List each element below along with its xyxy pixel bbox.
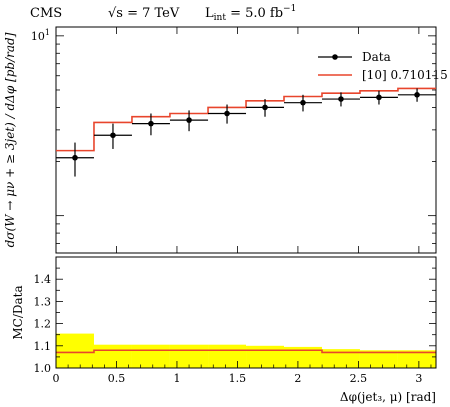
uncertainty-band-bin bbox=[93, 344, 132, 368]
uncertainty-band-bin bbox=[397, 350, 436, 368]
legend-data-label: Data bbox=[362, 50, 391, 64]
ratio-y-tick-label: 1.2 bbox=[34, 318, 52, 331]
data-marker bbox=[300, 99, 306, 106]
x-tick-label: 1 bbox=[173, 372, 180, 385]
x-tick-label: 2 bbox=[294, 372, 301, 385]
main-panel: 101 dσ(W → μν + ≥ 3jet) / dΔφ [pb/rad] bbox=[3, 26, 437, 254]
ratio-y-tick-label: 1.0 bbox=[34, 362, 52, 375]
ratio-y-axis-label: MC/Data bbox=[11, 285, 25, 339]
header-labels: CMS √s = 7 TeV Lint = 5.0 fb−1 bbox=[30, 4, 296, 23]
legend-mc-label: [10] 0.710115 bbox=[362, 68, 448, 82]
data-point bbox=[321, 92, 360, 107]
data-point bbox=[56, 142, 94, 177]
legend-data-marker bbox=[332, 54, 338, 60]
data-point bbox=[169, 110, 209, 132]
data-marker bbox=[338, 96, 344, 102]
data-point bbox=[131, 113, 170, 136]
data-marker bbox=[186, 117, 192, 123]
ratio-step-line bbox=[56, 349, 436, 354]
uncertainty-band-bin bbox=[284, 346, 322, 368]
data-point bbox=[397, 88, 436, 102]
data-marker bbox=[110, 132, 116, 139]
legend: Data [10] 0.710115 bbox=[318, 50, 448, 82]
data-point bbox=[284, 94, 322, 112]
main-frame bbox=[55, 26, 437, 254]
ratio-y-tick-label: 1.4 bbox=[34, 273, 52, 286]
data-point bbox=[359, 90, 398, 105]
ratio-y-tick-label: 1.3 bbox=[34, 295, 52, 308]
data-marker bbox=[376, 94, 382, 101]
data-marker bbox=[148, 120, 154, 127]
experiment-label: CMS bbox=[30, 6, 62, 21]
uncertainty-band-bin bbox=[208, 344, 247, 368]
x-tick-label: 1.5 bbox=[229, 372, 247, 385]
data-marker bbox=[262, 104, 268, 111]
uncertainty-band-bin bbox=[359, 350, 398, 368]
mc-step-line bbox=[56, 87, 436, 152]
y-tick-label: 101 bbox=[31, 28, 50, 43]
uncertainty-band-bin bbox=[131, 344, 170, 368]
data-marker bbox=[224, 110, 230, 117]
x-tick-label: 2.5 bbox=[350, 372, 368, 385]
x-tick-label: 0 bbox=[53, 372, 60, 385]
uncertainty-band-bin bbox=[321, 349, 360, 368]
ratio-y-tick-label: 1.1 bbox=[34, 340, 52, 353]
ratio-panel: 1.0 1.1 1.2 1.3 1.4 0 0.5 1 1.5 2 2.5 3 MC/Data Δφ(je… bbox=[11, 256, 437, 404]
uncertainty-band-bin bbox=[246, 345, 285, 368]
luminosity-label: Lint = 5.0 fb−1 bbox=[205, 4, 296, 23]
data-point bbox=[93, 123, 132, 149]
data-marker bbox=[72, 154, 78, 161]
x-tick-label: 0.5 bbox=[108, 372, 126, 385]
energy-label: √s = 7 TeV bbox=[108, 6, 180, 21]
x-axis-label: Δφ(jet₃, μ) [rad] bbox=[340, 390, 436, 404]
data-marker bbox=[414, 92, 420, 98]
data-point bbox=[246, 99, 285, 117]
data-point bbox=[208, 104, 247, 124]
y-axis-label: dσ(W → μν + ≥ 3jet) / dΔφ [pb/rad] bbox=[3, 32, 17, 247]
uncertainty-band-bin bbox=[56, 333, 94, 368]
x-tick-label: 3 bbox=[415, 372, 422, 385]
